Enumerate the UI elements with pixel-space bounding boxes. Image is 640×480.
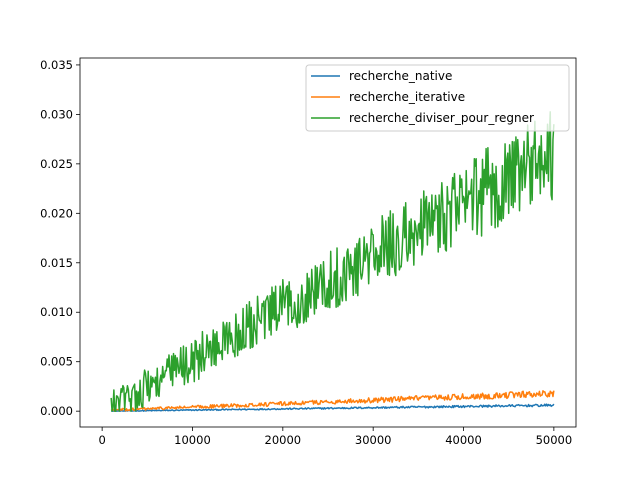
series-line-recherche-iterative [110,390,555,412]
y-tick-label: 0.020 [40,206,73,220]
x-tick-label: 30000 [355,433,392,447]
x-tick-label: 0 [98,433,105,447]
plot-frame [79,57,577,428]
legend: recherche_native recherche_iterativereche… [305,64,570,132]
legend-label: recherche_diviser_pour_regner [349,111,534,125]
y-tick-label: 0.005 [40,355,73,369]
x-tick-label: 20000 [265,433,302,447]
y-tick-label: 0.010 [40,305,73,319]
y-tick-label: 0.030 [40,107,73,121]
y-tick-label: 0.035 [40,58,73,72]
x-tick-label: 40000 [445,433,482,447]
x-tick-label: 50000 [536,433,573,447]
legend-label: recherche_native [349,69,452,83]
y-tick-label: 0.015 [40,256,73,270]
x-axis: 0 10000 20000 30000 40000 50000 [98,427,572,447]
series-line-recherche-native [111,403,555,412]
y-axis: 0.000 0.005 0.010 0.015 0.020 0.025 0.030 0.035 [40,58,80,418]
plot-lines [110,111,555,412]
y-tick-label: 0.025 [40,157,73,171]
series-line-recherche-diviser-pour-regner [110,111,555,412]
y-tick-label: 0.000 [40,404,73,418]
legend-label: recherche_iterative [349,90,465,104]
x-tick-label: 10000 [174,433,211,447]
legend-box [305,64,570,132]
